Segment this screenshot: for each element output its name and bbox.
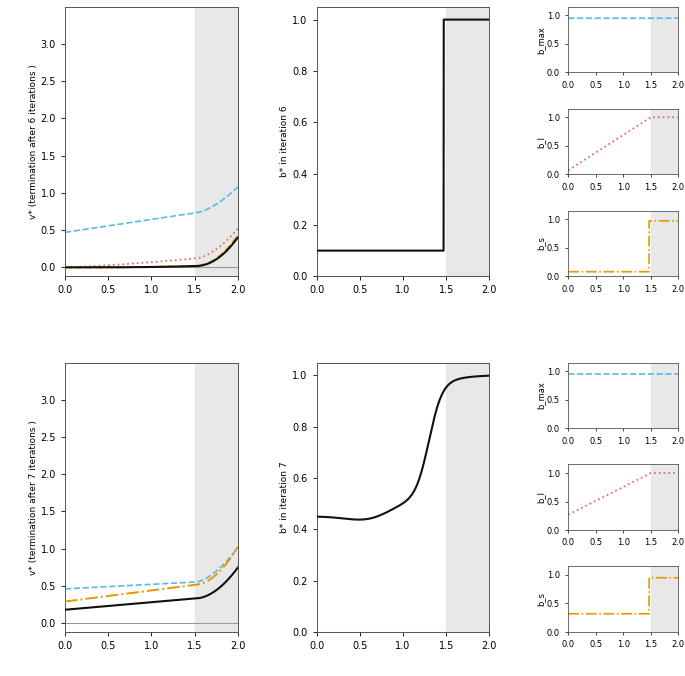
Bar (195, 362, 238, 632)
Y-axis label: b_max: b_max (536, 26, 545, 53)
Bar (651, 566, 678, 632)
Bar (651, 210, 678, 276)
Bar (651, 362, 678, 429)
Bar (651, 464, 678, 530)
Y-axis label: b* in iteration 6: b* in iteration 6 (280, 105, 290, 177)
Y-axis label: b* in iteration 7: b* in iteration 7 (280, 462, 290, 533)
Y-axis label: b_s: b_s (536, 592, 545, 606)
Y-axis label: b_s: b_s (536, 237, 545, 250)
Bar (195, 7, 238, 276)
Bar (651, 109, 678, 174)
Y-axis label: b_l: b_l (536, 135, 545, 147)
Y-axis label: b_max: b_max (536, 381, 545, 410)
Bar (446, 362, 489, 632)
Y-axis label: b_l: b_l (536, 491, 545, 504)
Bar (651, 7, 678, 72)
Y-axis label: v* (termination after 6 iterations ): v* (termination after 6 iterations ) (29, 64, 38, 219)
Bar (446, 7, 489, 276)
Y-axis label: v* (termination after 7 iterations ): v* (termination after 7 iterations ) (29, 420, 38, 575)
